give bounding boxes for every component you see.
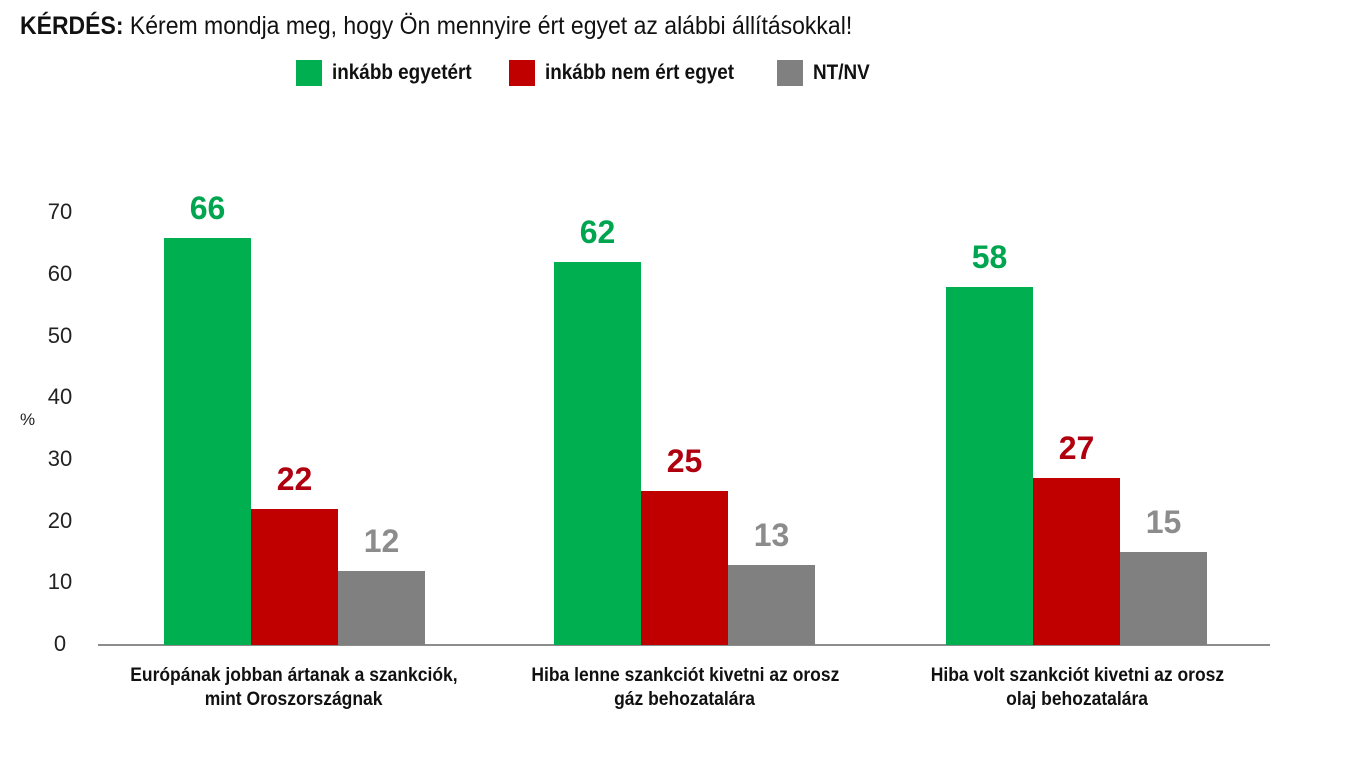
y-tick-label: 40 xyxy=(47,384,73,410)
category-label-line2: gáz behozatalára xyxy=(614,689,756,710)
category-label: Európának jobban ártanak a szankciók, min… xyxy=(94,664,494,712)
legend-item-agree: inkább egyetért xyxy=(296,60,487,86)
y-tick-label: 70 xyxy=(47,199,73,225)
title-text: Kérem mondja meg, hogy Ön mennyire ért e… xyxy=(123,12,853,40)
category-label-line2: olaj behozatalára xyxy=(1006,689,1148,710)
value-label-disagree: 22 xyxy=(276,461,313,498)
category-label-line1: Hiba lenne szankciót kivetni az orosz xyxy=(531,665,839,686)
value-label-dontknow: 12 xyxy=(363,522,400,559)
value-label-agree: 62 xyxy=(579,214,616,251)
legend-item-disagree: inkább nem ért egyet xyxy=(509,60,755,86)
category-label: Hiba lenne szankciót kivetni az orosz gáz… xyxy=(485,664,885,712)
y-tick-label: 20 xyxy=(47,507,73,533)
chart-title: KÉRDÉS: Kérem mondja meg, hogy Ön mennyi… xyxy=(20,12,852,41)
bar-dontknow xyxy=(728,564,815,645)
legend-swatch-disagree xyxy=(509,60,536,86)
value-label-dontknow: 15 xyxy=(1145,504,1182,541)
legend-item-dontknow: NT/NV xyxy=(777,60,876,86)
legend-swatch-agree xyxy=(296,60,322,86)
bar-agree xyxy=(946,287,1033,645)
bar-dontknow xyxy=(338,570,425,645)
legend-label: NT/NV xyxy=(813,61,870,84)
bar-agree xyxy=(554,262,641,645)
category-label: Hiba volt szankciót kivetni az orosz olaj… xyxy=(877,664,1277,712)
value-label-disagree: 27 xyxy=(1058,430,1095,467)
title-prefix: KÉRDÉS: xyxy=(20,12,124,40)
bar-agree xyxy=(164,237,251,645)
value-label-agree: 58 xyxy=(971,239,1008,276)
bar-disagree xyxy=(641,490,728,645)
legend: inkább egyetért inkább nem ért egyet NT/… xyxy=(296,60,898,86)
y-tick-label: 30 xyxy=(47,445,73,471)
y-tick-label: 10 xyxy=(47,569,73,595)
bar-dontknow xyxy=(1120,552,1207,645)
y-tick-label: 60 xyxy=(47,260,73,286)
category-label-line1: Hiba volt szankciót kivetni az orosz xyxy=(930,665,1224,686)
legend-label: inkább nem ért egyet xyxy=(545,61,735,84)
legend-swatch-dontknow xyxy=(777,60,804,86)
category-label-line2: mint Oroszországnak xyxy=(205,689,383,710)
value-label-disagree: 25 xyxy=(666,442,703,479)
value-label-agree: 66 xyxy=(189,189,226,226)
value-label-dontknow: 13 xyxy=(753,516,790,553)
legend-label: inkább egyetért xyxy=(332,61,472,84)
bar-disagree xyxy=(251,509,338,645)
y-tick-label: 0 xyxy=(53,631,67,656)
bar-disagree xyxy=(1033,478,1120,645)
y-tick-label: 50 xyxy=(47,322,73,348)
y-axis-label: % xyxy=(20,410,36,429)
category-label-line1: Európának jobban ártanak a szankciók, xyxy=(130,665,458,686)
